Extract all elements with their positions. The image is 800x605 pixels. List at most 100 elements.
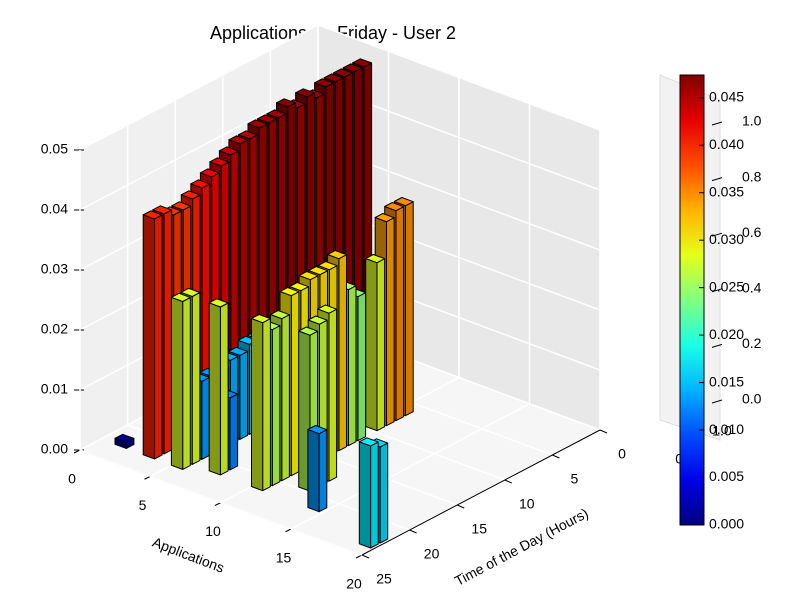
bar-top xyxy=(171,201,192,211)
ghost-tick xyxy=(711,177,723,182)
y-tick-label: 15 xyxy=(471,521,487,537)
bar-top xyxy=(384,202,405,212)
z-tick-label: 0.01 xyxy=(41,381,68,397)
y-tick xyxy=(599,429,608,434)
bar-top xyxy=(307,315,328,325)
bar-top xyxy=(180,190,201,200)
colorbar-tick-label: 0.025 xyxy=(709,278,744,294)
x-tick xyxy=(355,554,363,559)
bar-side xyxy=(405,201,414,417)
bar-top xyxy=(114,433,135,443)
x-tick-label: 5 xyxy=(139,497,147,513)
bar-side xyxy=(338,254,347,452)
bar-front xyxy=(208,302,221,476)
bar-top xyxy=(276,98,296,108)
x-tick-label: 10 xyxy=(205,523,221,539)
z-tick-label: 0.05 xyxy=(41,141,68,157)
ghost-tick-label: 1.0 xyxy=(742,113,762,129)
bar-side xyxy=(370,441,379,549)
ghost-tick-label: 0.6 xyxy=(742,224,762,240)
bar-front xyxy=(365,258,378,432)
bar-top xyxy=(228,346,248,356)
y-tick xyxy=(361,554,370,559)
colorbar-tick-label: 0.045 xyxy=(709,88,744,104)
bar-top xyxy=(374,213,395,223)
bar-top xyxy=(279,287,300,297)
bar-side xyxy=(182,297,191,470)
y-tick xyxy=(504,479,512,484)
bar-side xyxy=(201,376,210,460)
colorbar-tick-label: 0.005 xyxy=(709,468,744,484)
bar-top xyxy=(323,73,344,83)
ghost-tick xyxy=(711,232,723,237)
bar-side xyxy=(328,308,338,482)
z-tick-label: 0.04 xyxy=(41,201,68,217)
x-tick xyxy=(73,449,81,454)
bar-front xyxy=(142,214,155,460)
ghost-tick xyxy=(711,121,723,126)
z-tick-label: 0.03 xyxy=(41,261,68,277)
x-tick xyxy=(214,502,222,506)
y-tick-label: 10 xyxy=(519,496,535,512)
bar-top xyxy=(308,266,328,276)
x-axis-label: Applications xyxy=(150,534,226,576)
bar-side xyxy=(281,314,290,482)
bar-side xyxy=(262,318,271,492)
bar-top xyxy=(317,261,338,271)
bar-top xyxy=(199,168,220,178)
bar-side xyxy=(386,217,395,427)
bar-top xyxy=(352,58,373,68)
bar-top xyxy=(333,68,353,78)
ghost-tick-label: 0.2 xyxy=(742,335,762,351)
bar-side xyxy=(376,258,386,432)
colorbar-tick-label: 0.015 xyxy=(709,373,744,389)
y-tick-label: 0 xyxy=(618,446,626,462)
y-tick-label: 25 xyxy=(376,571,392,587)
bar-side xyxy=(357,292,367,442)
y-tick xyxy=(409,529,417,534)
x-tick xyxy=(285,528,292,533)
x-tick-label: 20 xyxy=(346,576,362,592)
bar-top xyxy=(307,425,328,435)
bar-side xyxy=(318,429,328,513)
bar-side xyxy=(379,442,389,544)
ghost-tick xyxy=(711,288,723,293)
bar-front xyxy=(358,441,372,549)
bar-top xyxy=(298,326,319,336)
y-tick xyxy=(552,454,560,459)
colorbar-tick-label: 0.035 xyxy=(709,183,744,199)
colorbar-tick-label: 0.000 xyxy=(709,516,744,532)
bar-side xyxy=(395,206,405,422)
y-tick-label: 5 xyxy=(571,471,579,487)
colorbar-tick-label: 0.020 xyxy=(709,326,744,342)
bar-side xyxy=(347,285,357,447)
bar-side xyxy=(229,393,239,471)
colorbar xyxy=(679,74,705,526)
bar-top xyxy=(295,88,315,98)
bar-top xyxy=(266,109,287,119)
bar-top xyxy=(342,63,363,73)
bar-front xyxy=(251,318,264,492)
x-tick-label: 15 xyxy=(276,549,292,565)
y-tick xyxy=(457,504,465,509)
colorbar-tick-label: 0.040 xyxy=(709,136,744,152)
bar-top xyxy=(314,78,334,88)
ghost-x-tick-label: 1.0 xyxy=(712,423,732,439)
bar-top xyxy=(209,157,230,167)
ghost-tick xyxy=(711,399,723,404)
ghost-tick-label: 0.8 xyxy=(742,168,762,184)
bar-side xyxy=(163,209,173,455)
y-axis xyxy=(361,429,601,556)
x-tick xyxy=(144,475,151,480)
bar-front xyxy=(307,429,320,513)
bar-top xyxy=(358,437,379,447)
bar-top xyxy=(270,310,290,320)
z-tick-label: 0.00 xyxy=(41,441,68,457)
bar-side xyxy=(154,214,163,460)
bar-side xyxy=(290,291,300,477)
bar-top xyxy=(327,250,347,260)
bar-top xyxy=(180,287,201,297)
bar-top xyxy=(393,197,414,207)
y-axis-label: Time of the Day (Hours) xyxy=(452,505,591,589)
